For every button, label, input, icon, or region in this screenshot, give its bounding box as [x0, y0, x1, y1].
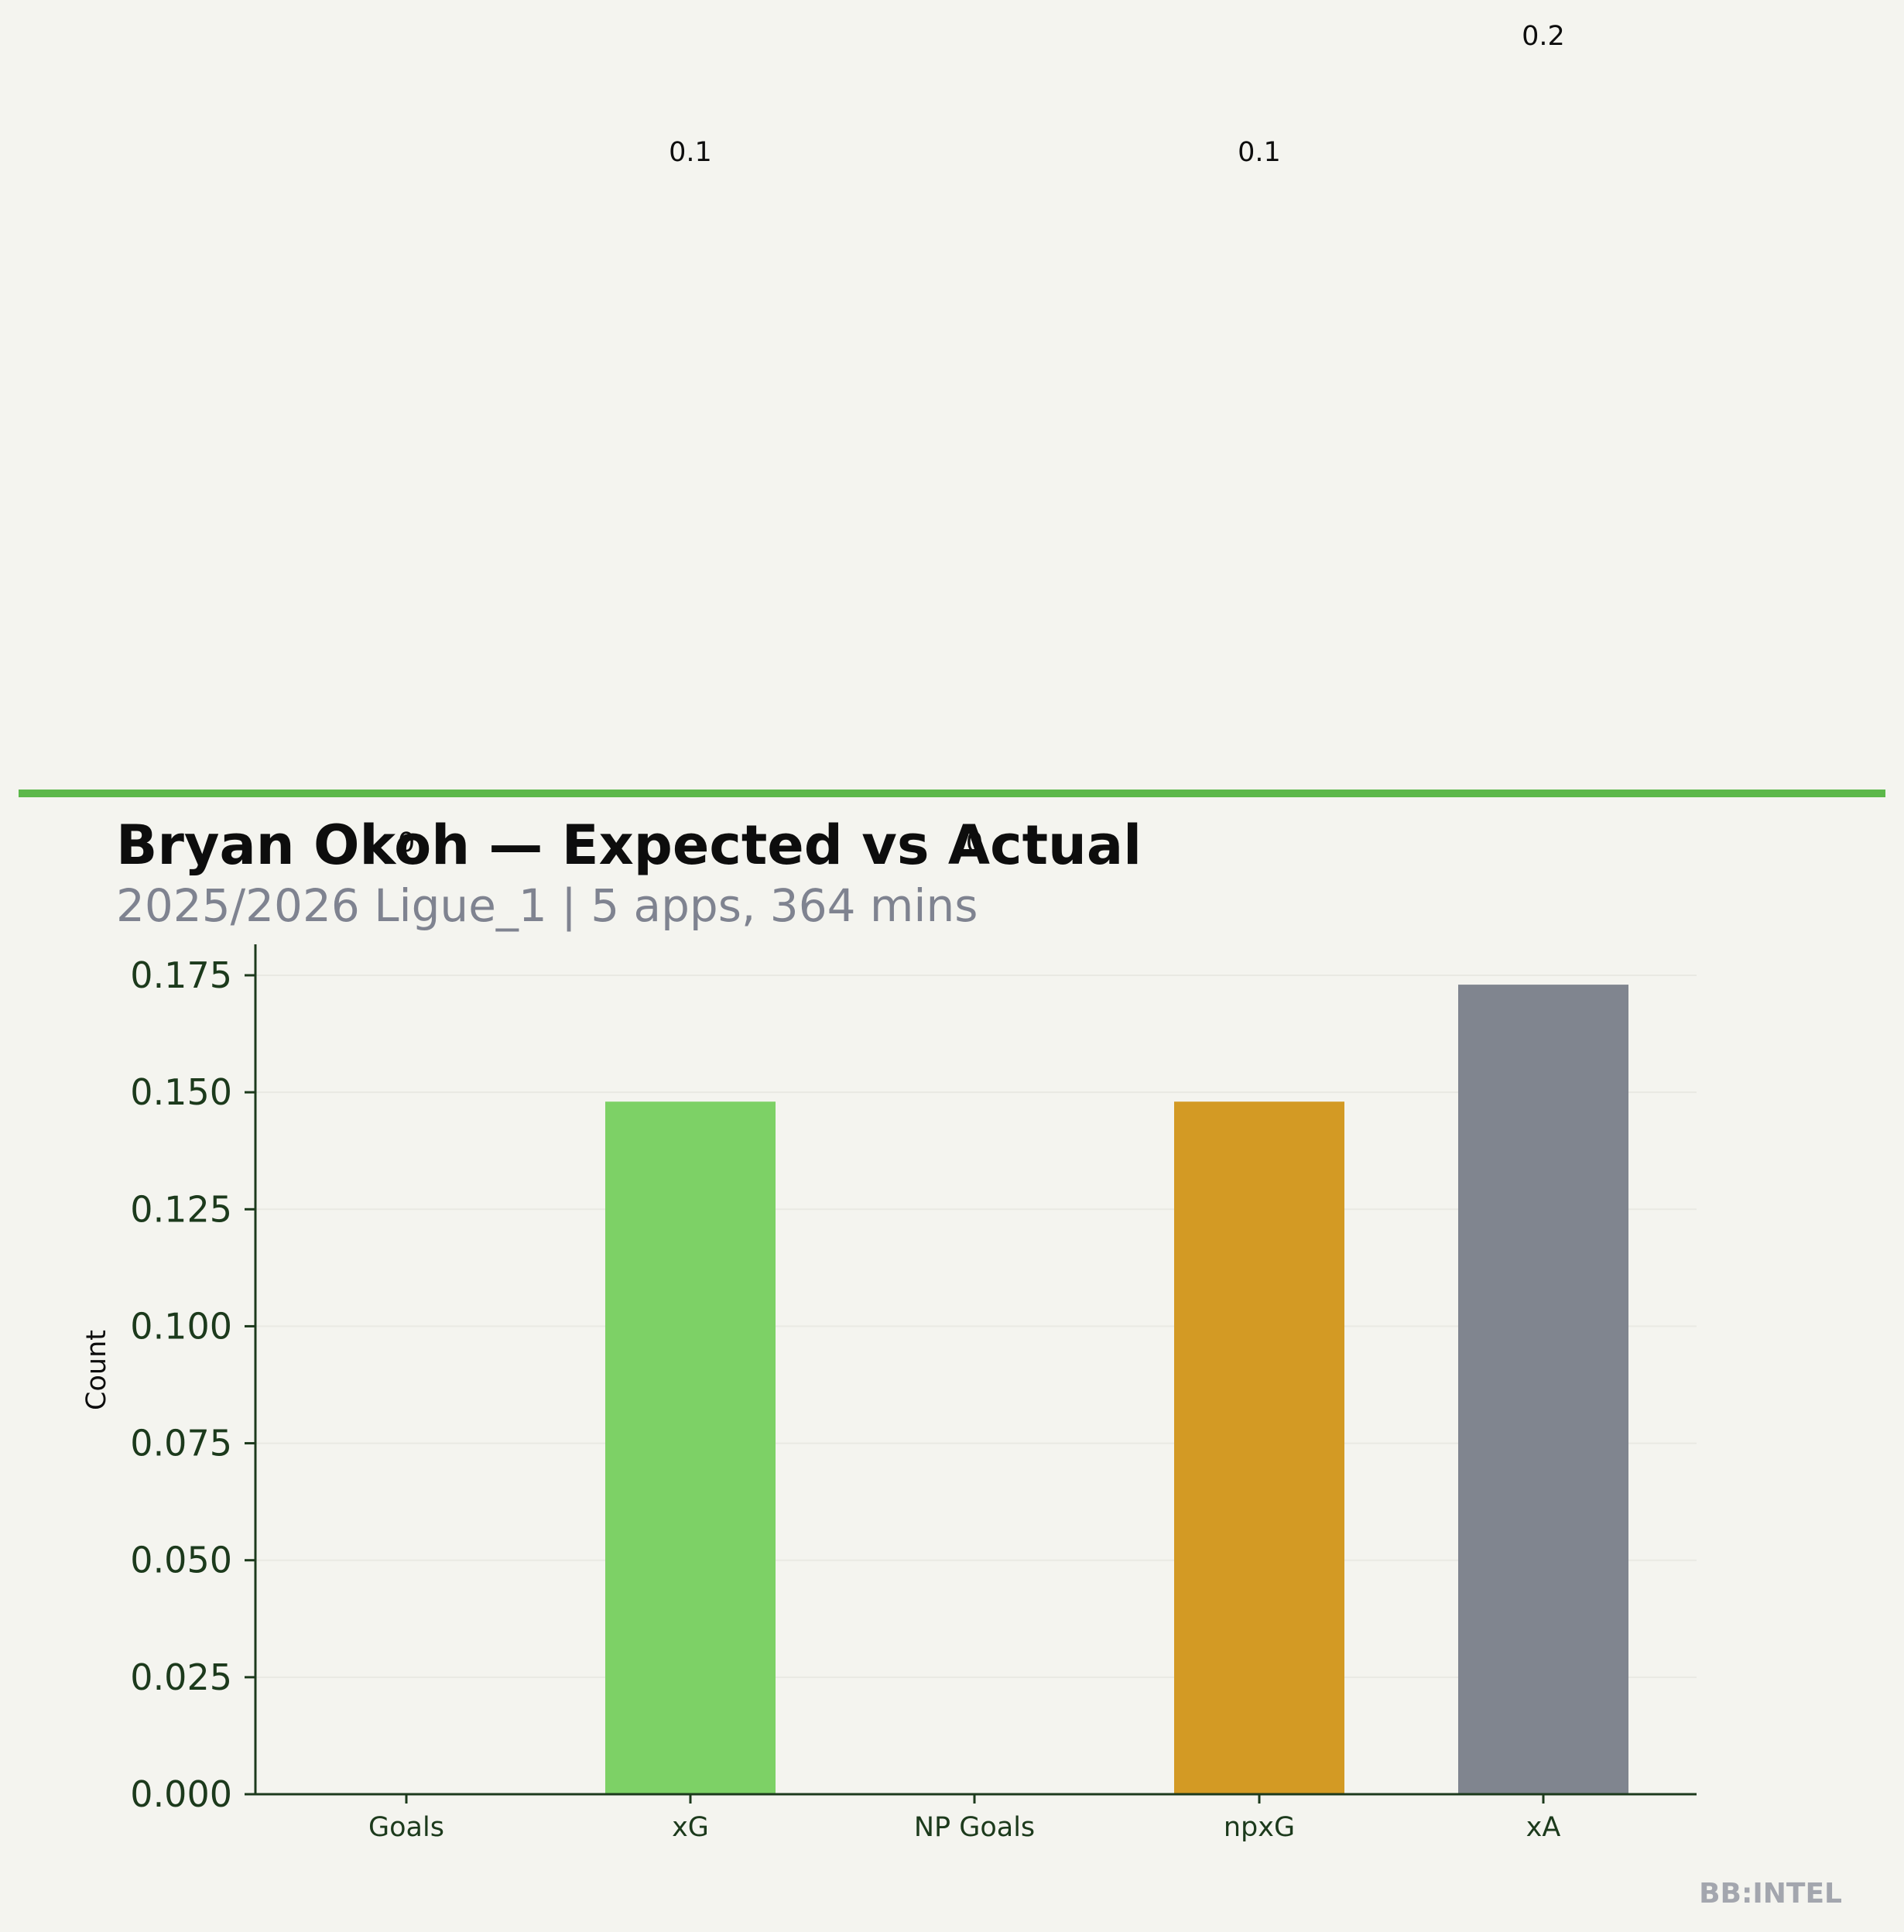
data-labels: 0 0.1 0 0.1 0.2 — [398, 21, 1565, 858]
chart-subtitle: 2025/2026 Ligue_1 | 5 apps, 364 mins — [116, 879, 978, 932]
data-label: 0.2 — [1522, 21, 1565, 52]
y-tick-label: 0.150 — [130, 1071, 232, 1113]
bars — [605, 985, 1628, 1794]
y-tick-label: 0.050 — [130, 1540, 232, 1581]
y-ticks: 0.000 0.025 0.050 0.075 0.100 0.125 0.150 0.175 — [130, 954, 255, 1815]
data-label: 0 — [966, 827, 983, 858]
data-label: 0 — [398, 827, 415, 858]
x-tick-label: NP Goals — [914, 1812, 1035, 1843]
bar-xa — [1458, 985, 1628, 1794]
y-tick-label: 0.100 — [130, 1305, 232, 1347]
x-ticks: Goals xG NP Goals npxG xA — [368, 1794, 1560, 1843]
y-tick-label: 0.025 — [130, 1656, 232, 1698]
gridlines — [255, 975, 1697, 1678]
data-label: 0.1 — [1238, 137, 1281, 168]
bar-xg — [605, 1101, 776, 1794]
y-axis-label: Count — [81, 1330, 112, 1410]
x-tick-label: xG — [672, 1812, 709, 1843]
bar-npxg — [1174, 1101, 1344, 1794]
x-tick-label: Goals — [368, 1812, 444, 1843]
y-tick-label: 0.175 — [130, 954, 232, 996]
y-tick-label: 0.125 — [130, 1188, 232, 1230]
axes — [254, 944, 1697, 1796]
brand-watermark: BB:INTEL — [1699, 1878, 1842, 1910]
y-tick-label: 0.075 — [130, 1423, 232, 1464]
x-tick-label: npxG — [1224, 1812, 1295, 1843]
data-label: 0.1 — [669, 137, 712, 168]
chart-title: Bryan Okoh — Expected vs Actual — [116, 814, 1142, 877]
accent-rule — [19, 790, 1885, 797]
y-tick-label: 0.000 — [130, 1773, 232, 1815]
x-tick-label: xA — [1526, 1812, 1561, 1843]
